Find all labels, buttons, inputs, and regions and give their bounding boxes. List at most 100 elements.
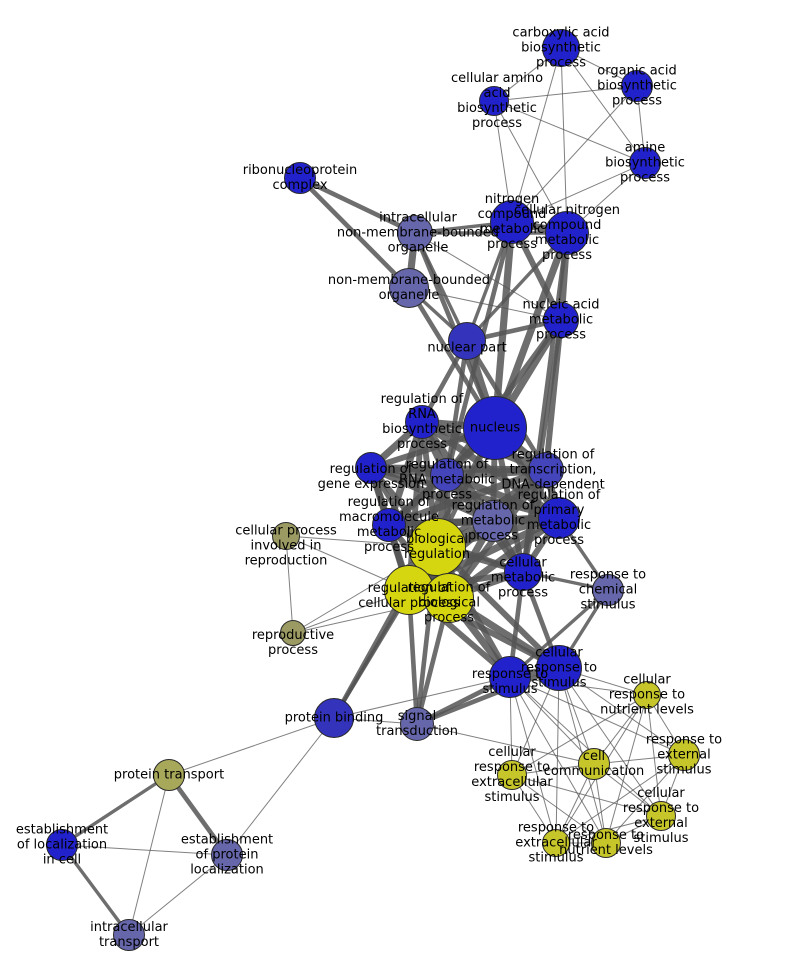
- graph-node-label-protein-binding: protein binding: [284, 710, 384, 726]
- graph-edge: [61, 844, 228, 856]
- graph-node-label-cell-communication: cell communication: [543, 749, 645, 779]
- graph-edge: [509, 676, 662, 817]
- graph-node-intracellular-non-membrane-bounded-organelle[interactable]: [397, 215, 433, 251]
- graph-edge: [226, 717, 335, 856]
- graph-node-regulation-of-transcription-dna-dependent[interactable]: [528, 452, 564, 488]
- graph-node-label-carboxylic-acid-biosynthetic-process: carboxylic acid biosynthetic process: [512, 25, 610, 71]
- graph-node-cell-communication[interactable]: [578, 748, 610, 780]
- graph-node-label-cellular-response-to-stimulus: cellular response to stimulus: [520, 645, 598, 691]
- graph-node-carboxylic-acid-biosynthetic-process[interactable]: [542, 29, 580, 67]
- graph-edge: [560, 47, 568, 234]
- graph-node-intracellular-transport[interactable]: [113, 919, 145, 951]
- graph-node-label-cellular-process-involved-in-reproduction: cellular process involved in reproductio…: [235, 523, 337, 569]
- graph-node-label-regulation-of-transcription-dna-dependent: regulation of transcription, DNA-depende…: [501, 447, 605, 493]
- graph-edge: [285, 535, 294, 634]
- graph-node-label-regulation-of-gene-expression: regulation of gene expression: [317, 462, 425, 492]
- graph-edge: [511, 694, 648, 776]
- graph-node-ribonucleoprotein-complex[interactable]: [284, 162, 316, 194]
- graph-node-label-organic-acid-biosynthetic-process: organic acid biosynthetic process: [597, 63, 677, 109]
- graph-node-label-regulation-of-cellular-process: regulation of cellular process: [358, 581, 460, 611]
- graph-node-label-intracellular-non-membrane-bounded-organelle: intracellular non-membrane-bounded organ…: [336, 210, 500, 256]
- graph-edge: [511, 47, 562, 223]
- graph-node-regulation-of-gene-expression[interactable]: [355, 452, 387, 484]
- graph-edge: [368, 465, 562, 521]
- graph-node-label-response-to-chemical-stimulus: response to chemical stimulus: [569, 567, 647, 613]
- graph-edge: [558, 667, 685, 756]
- graph-edge: [465, 231, 569, 343]
- graph-edge: [511, 85, 638, 223]
- graph-edge: [605, 754, 685, 844]
- graph-node-regulation-of-rna-biosynthetic-process[interactable]: [405, 405, 439, 439]
- graph-node-cellular-response-to-nutrient-levels[interactable]: [633, 681, 661, 709]
- graph-node-protein-binding[interactable]: [314, 698, 354, 738]
- graph-node-cellular-process-involved-in-reproduction[interactable]: [272, 522, 300, 550]
- graph-edge: [509, 676, 685, 756]
- graph-node-regulation-of-primary-metabolic-process[interactable]: [538, 497, 580, 539]
- graph-edge: [511, 774, 662, 817]
- graph-edge: [509, 676, 607, 844]
- graph-node-response-to-chemical-stimulus[interactable]: [592, 574, 624, 606]
- graph-edge: [414, 665, 562, 727]
- graph-node-nucleus[interactable]: [463, 396, 527, 460]
- graph-node-label-amine-biosynthetic-process: amine biosynthetic process: [605, 140, 685, 186]
- graph-node-cellular-nitrogen-compound-metabolic-process[interactable]: [545, 211, 589, 255]
- graph-edge: [444, 338, 470, 478]
- graph-node-response-to-nutrient-levels[interactable]: [591, 828, 621, 858]
- graph-node-signal-transduction[interactable]: [400, 707, 434, 741]
- graph-node-establishment-of-localization-in-cell[interactable]: [46, 829, 78, 861]
- graph-edge: [560, 47, 646, 164]
- graph-edge: [297, 175, 418, 236]
- graph-node-response-to-extracellular-stimulus[interactable]: [542, 829, 570, 857]
- graph-edge: [493, 100, 646, 164]
- graph-node-cellular-response-to-external-stimulus[interactable]: [646, 801, 676, 831]
- graph-edge: [333, 676, 511, 719]
- graph-node-cellular-amino-acid-biosynthetic-process[interactable]: [479, 86, 509, 116]
- graph-node-protein-transport[interactable]: [153, 759, 185, 791]
- graph-node-response-to-stimulus[interactable]: [489, 656, 531, 698]
- graph-node-regulation-of-rna-metabolic-process[interactable]: [430, 458, 464, 492]
- graph-node-label-cellular-amino-acid-biosynthetic-process: cellular amino acid biosynthetic process: [450, 71, 544, 131]
- graph-edge: [60, 843, 131, 937]
- graph-edge: [414, 232, 562, 321]
- graph-node-nucleic-acid-metabolic-process[interactable]: [543, 302, 579, 338]
- graph-node-amine-biosynthetic-process[interactable]: [629, 147, 661, 179]
- graph-node-label-nitrogen-compound-metabolic-process: nitrogen compound metabolic process: [477, 192, 547, 252]
- graph-edge: [511, 162, 646, 223]
- graph-node-label-response-to-stimulus: response to stimulus: [471, 667, 549, 697]
- graph-node-response-to-external-stimulus[interactable]: [668, 739, 700, 771]
- graph-node-nuclear-part[interactable]: [448, 322, 486, 360]
- graph-node-label-intracellular-transport: intracellular transport: [90, 920, 168, 950]
- graph-node-label-regulation-of-rna-metabolic-process: regulation of RNA metabolic process: [398, 457, 496, 503]
- graph-node-regulation-of-macromolecule-metabolic-process[interactable]: [372, 508, 406, 542]
- graph-node-non-membrane-bounded-organelle[interactable]: [389, 268, 429, 308]
- graph-node-reproductive-process[interactable]: [280, 620, 306, 646]
- graph-node-nitrogen-compound-metabolic-process[interactable]: [490, 200, 534, 244]
- graph-node-label-regulation-of-metabolic-process: regulation of metabolic process: [451, 498, 535, 544]
- graph-node-label-cellular-response-to-nutrient-levels: cellular response to nutrient levels: [600, 672, 694, 718]
- graph-node-label-response-to-nutrient-levels: response to nutrient levels: [559, 828, 653, 858]
- graph-node-label-response-to-external-stimulus: response to external stimulus: [645, 732, 723, 778]
- graph-edge: [493, 100, 568, 234]
- graph-node-label-nuclear-part: nuclear part: [427, 340, 507, 356]
- graph-edge: [511, 774, 607, 844]
- graph-node-label-biological-regulation: biological regulation: [403, 532, 471, 562]
- graph-edge: [605, 694, 648, 844]
- graph-node-establishment-of-protein-localization[interactable]: [211, 839, 243, 871]
- graph-edge: [168, 717, 335, 776]
- graph-node-label-establishment-of-localization-in-cell: establishment of localization in cell: [15, 822, 109, 868]
- graph-node-label-cellular-nitrogen-compound-metabolic-process: cellular nitrogen compound metabolic pro…: [513, 203, 621, 263]
- graph-node-regulation-of-biological-process[interactable]: [424, 573, 474, 623]
- graph-edge: [558, 667, 662, 817]
- graph-node-label-regulation-of-macromolecule-metabolic-process: regulation of macromolecule metabolic pr…: [338, 495, 440, 555]
- graph-edge: [508, 588, 610, 679]
- graph-node-label-cellular-response-to-external-stimulus: cellular response to external stimulus: [622, 786, 700, 846]
- graph-node-label-reproductive-process: reproductive process: [251, 628, 335, 658]
- graph-node-cellular-response-to-stimulus[interactable]: [536, 645, 582, 691]
- graph-node-cellular-metabolic-process[interactable]: [504, 553, 542, 591]
- graph-edge: [416, 723, 595, 765]
- graph-node-regulation-of-metabolic-process[interactable]: [472, 500, 514, 542]
- graph-node-cellular-response-to-extracellular-stimulus[interactable]: [497, 760, 527, 790]
- graph-node-organic-acid-biosynthetic-process[interactable]: [621, 70, 653, 102]
